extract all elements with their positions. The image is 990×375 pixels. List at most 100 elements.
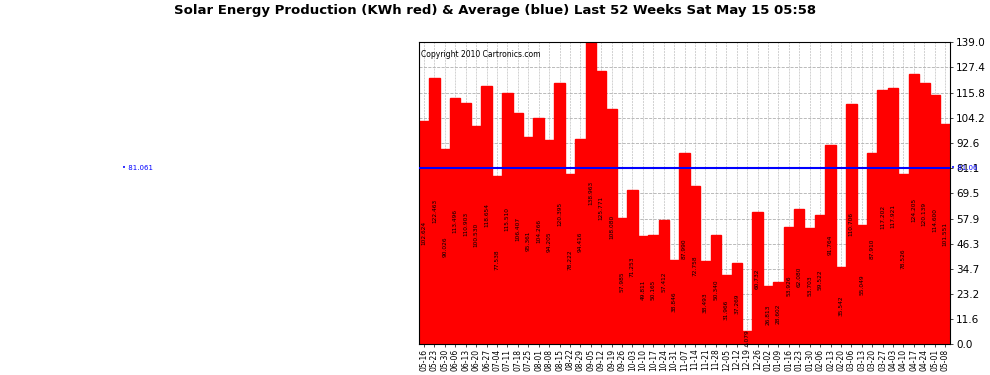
- Bar: [888, 88, 898, 344]
- Text: 6.079: 6.079: [744, 329, 749, 346]
- Text: Solar Energy Production (KWh red) & Average (blue) Last 52 Weeks Sat May 15 05:5: Solar Energy Production (KWh red) & Aver…: [174, 4, 816, 17]
- Text: 117.202: 117.202: [880, 205, 885, 229]
- Text: 78.526: 78.526: [901, 249, 906, 269]
- Bar: [419, 121, 430, 344]
- Text: 110.903: 110.903: [463, 212, 468, 236]
- Bar: [784, 227, 794, 344]
- Text: 87.910: 87.910: [870, 238, 875, 259]
- Text: 120.395: 120.395: [557, 201, 562, 226]
- Bar: [826, 145, 836, 344]
- Text: Copyright 2010 Cartronics.com: Copyright 2010 Cartronics.com: [422, 50, 541, 59]
- Bar: [492, 176, 502, 344]
- Bar: [762, 286, 773, 344]
- Text: 120.139: 120.139: [922, 202, 927, 226]
- Bar: [919, 83, 930, 344]
- Text: 59.522: 59.522: [818, 269, 823, 290]
- Text: 104.266: 104.266: [537, 219, 542, 243]
- Bar: [450, 98, 460, 344]
- Bar: [502, 93, 513, 344]
- Bar: [564, 174, 575, 344]
- Bar: [711, 235, 721, 344]
- Text: 125.771: 125.771: [599, 196, 604, 220]
- Text: 100.530: 100.530: [473, 223, 478, 247]
- Bar: [898, 174, 909, 344]
- Text: 71.253: 71.253: [630, 257, 635, 277]
- Bar: [742, 331, 752, 344]
- Bar: [846, 104, 856, 344]
- Bar: [700, 261, 711, 344]
- Text: 35.542: 35.542: [839, 296, 843, 316]
- Text: 115.510: 115.510: [505, 207, 510, 231]
- Text: 26.813: 26.813: [765, 305, 770, 326]
- Text: 117.921: 117.921: [891, 204, 896, 228]
- Bar: [534, 118, 544, 344]
- Text: 38.493: 38.493: [703, 292, 708, 313]
- Text: 95.361: 95.361: [526, 231, 531, 251]
- Bar: [794, 210, 805, 344]
- Bar: [607, 110, 617, 344]
- Text: 124.205: 124.205: [912, 197, 917, 222]
- Bar: [481, 87, 492, 344]
- Bar: [856, 225, 867, 344]
- Bar: [752, 212, 762, 344]
- Text: 101.551: 101.551: [942, 222, 947, 246]
- Bar: [430, 78, 440, 344]
- Bar: [460, 103, 471, 344]
- Bar: [585, 42, 596, 344]
- Text: 28.602: 28.602: [776, 303, 781, 324]
- Text: 108.080: 108.080: [609, 215, 614, 239]
- Text: 78.222: 78.222: [567, 249, 572, 270]
- Text: 60.732: 60.732: [755, 268, 760, 289]
- Text: 50.165: 50.165: [650, 280, 655, 300]
- Text: 62.080: 62.080: [797, 267, 802, 287]
- Text: 94.416: 94.416: [578, 232, 583, 252]
- Text: 114.600: 114.600: [933, 208, 938, 232]
- Text: 72.758: 72.758: [693, 255, 698, 276]
- Text: 49.811: 49.811: [641, 280, 645, 300]
- Bar: [440, 148, 450, 344]
- Text: 113.496: 113.496: [452, 209, 457, 233]
- Bar: [544, 140, 554, 344]
- Bar: [815, 215, 826, 344]
- Bar: [554, 82, 564, 344]
- Text: 91.764: 91.764: [828, 234, 833, 255]
- Text: 37.269: 37.269: [735, 294, 740, 314]
- Text: 138.963: 138.963: [588, 181, 593, 206]
- Bar: [628, 189, 638, 344]
- Bar: [648, 236, 658, 344]
- Text: • 81.06: • 81.06: [951, 165, 978, 171]
- Text: 106.407: 106.407: [516, 217, 521, 241]
- Bar: [721, 275, 732, 344]
- Text: 31.966: 31.966: [724, 300, 729, 320]
- Bar: [805, 228, 815, 344]
- Text: 77.538: 77.538: [494, 250, 500, 270]
- Text: 87.990: 87.990: [682, 238, 687, 259]
- Bar: [658, 220, 669, 344]
- Bar: [523, 137, 534, 344]
- Bar: [679, 153, 690, 344]
- Bar: [617, 218, 628, 344]
- Text: 90.026: 90.026: [443, 236, 447, 257]
- Text: 50.340: 50.340: [714, 279, 719, 300]
- Text: 55.049: 55.049: [859, 274, 864, 295]
- Text: 53.926: 53.926: [786, 276, 791, 296]
- Bar: [513, 113, 523, 344]
- Text: 38.846: 38.846: [671, 292, 677, 312]
- Bar: [638, 236, 648, 344]
- Bar: [940, 124, 950, 344]
- Bar: [471, 126, 481, 344]
- Bar: [690, 186, 700, 344]
- Bar: [867, 153, 877, 344]
- Text: • 81.061: • 81.061: [122, 165, 153, 171]
- Bar: [930, 95, 940, 344]
- Text: 118.654: 118.654: [484, 203, 489, 227]
- Bar: [773, 282, 784, 344]
- Bar: [877, 90, 888, 344]
- Bar: [909, 74, 919, 344]
- Bar: [575, 139, 585, 344]
- Text: 102.624: 102.624: [422, 221, 427, 245]
- Text: 122.463: 122.463: [432, 199, 437, 223]
- Bar: [596, 71, 607, 344]
- Bar: [669, 260, 679, 344]
- Text: 57.412: 57.412: [661, 272, 666, 292]
